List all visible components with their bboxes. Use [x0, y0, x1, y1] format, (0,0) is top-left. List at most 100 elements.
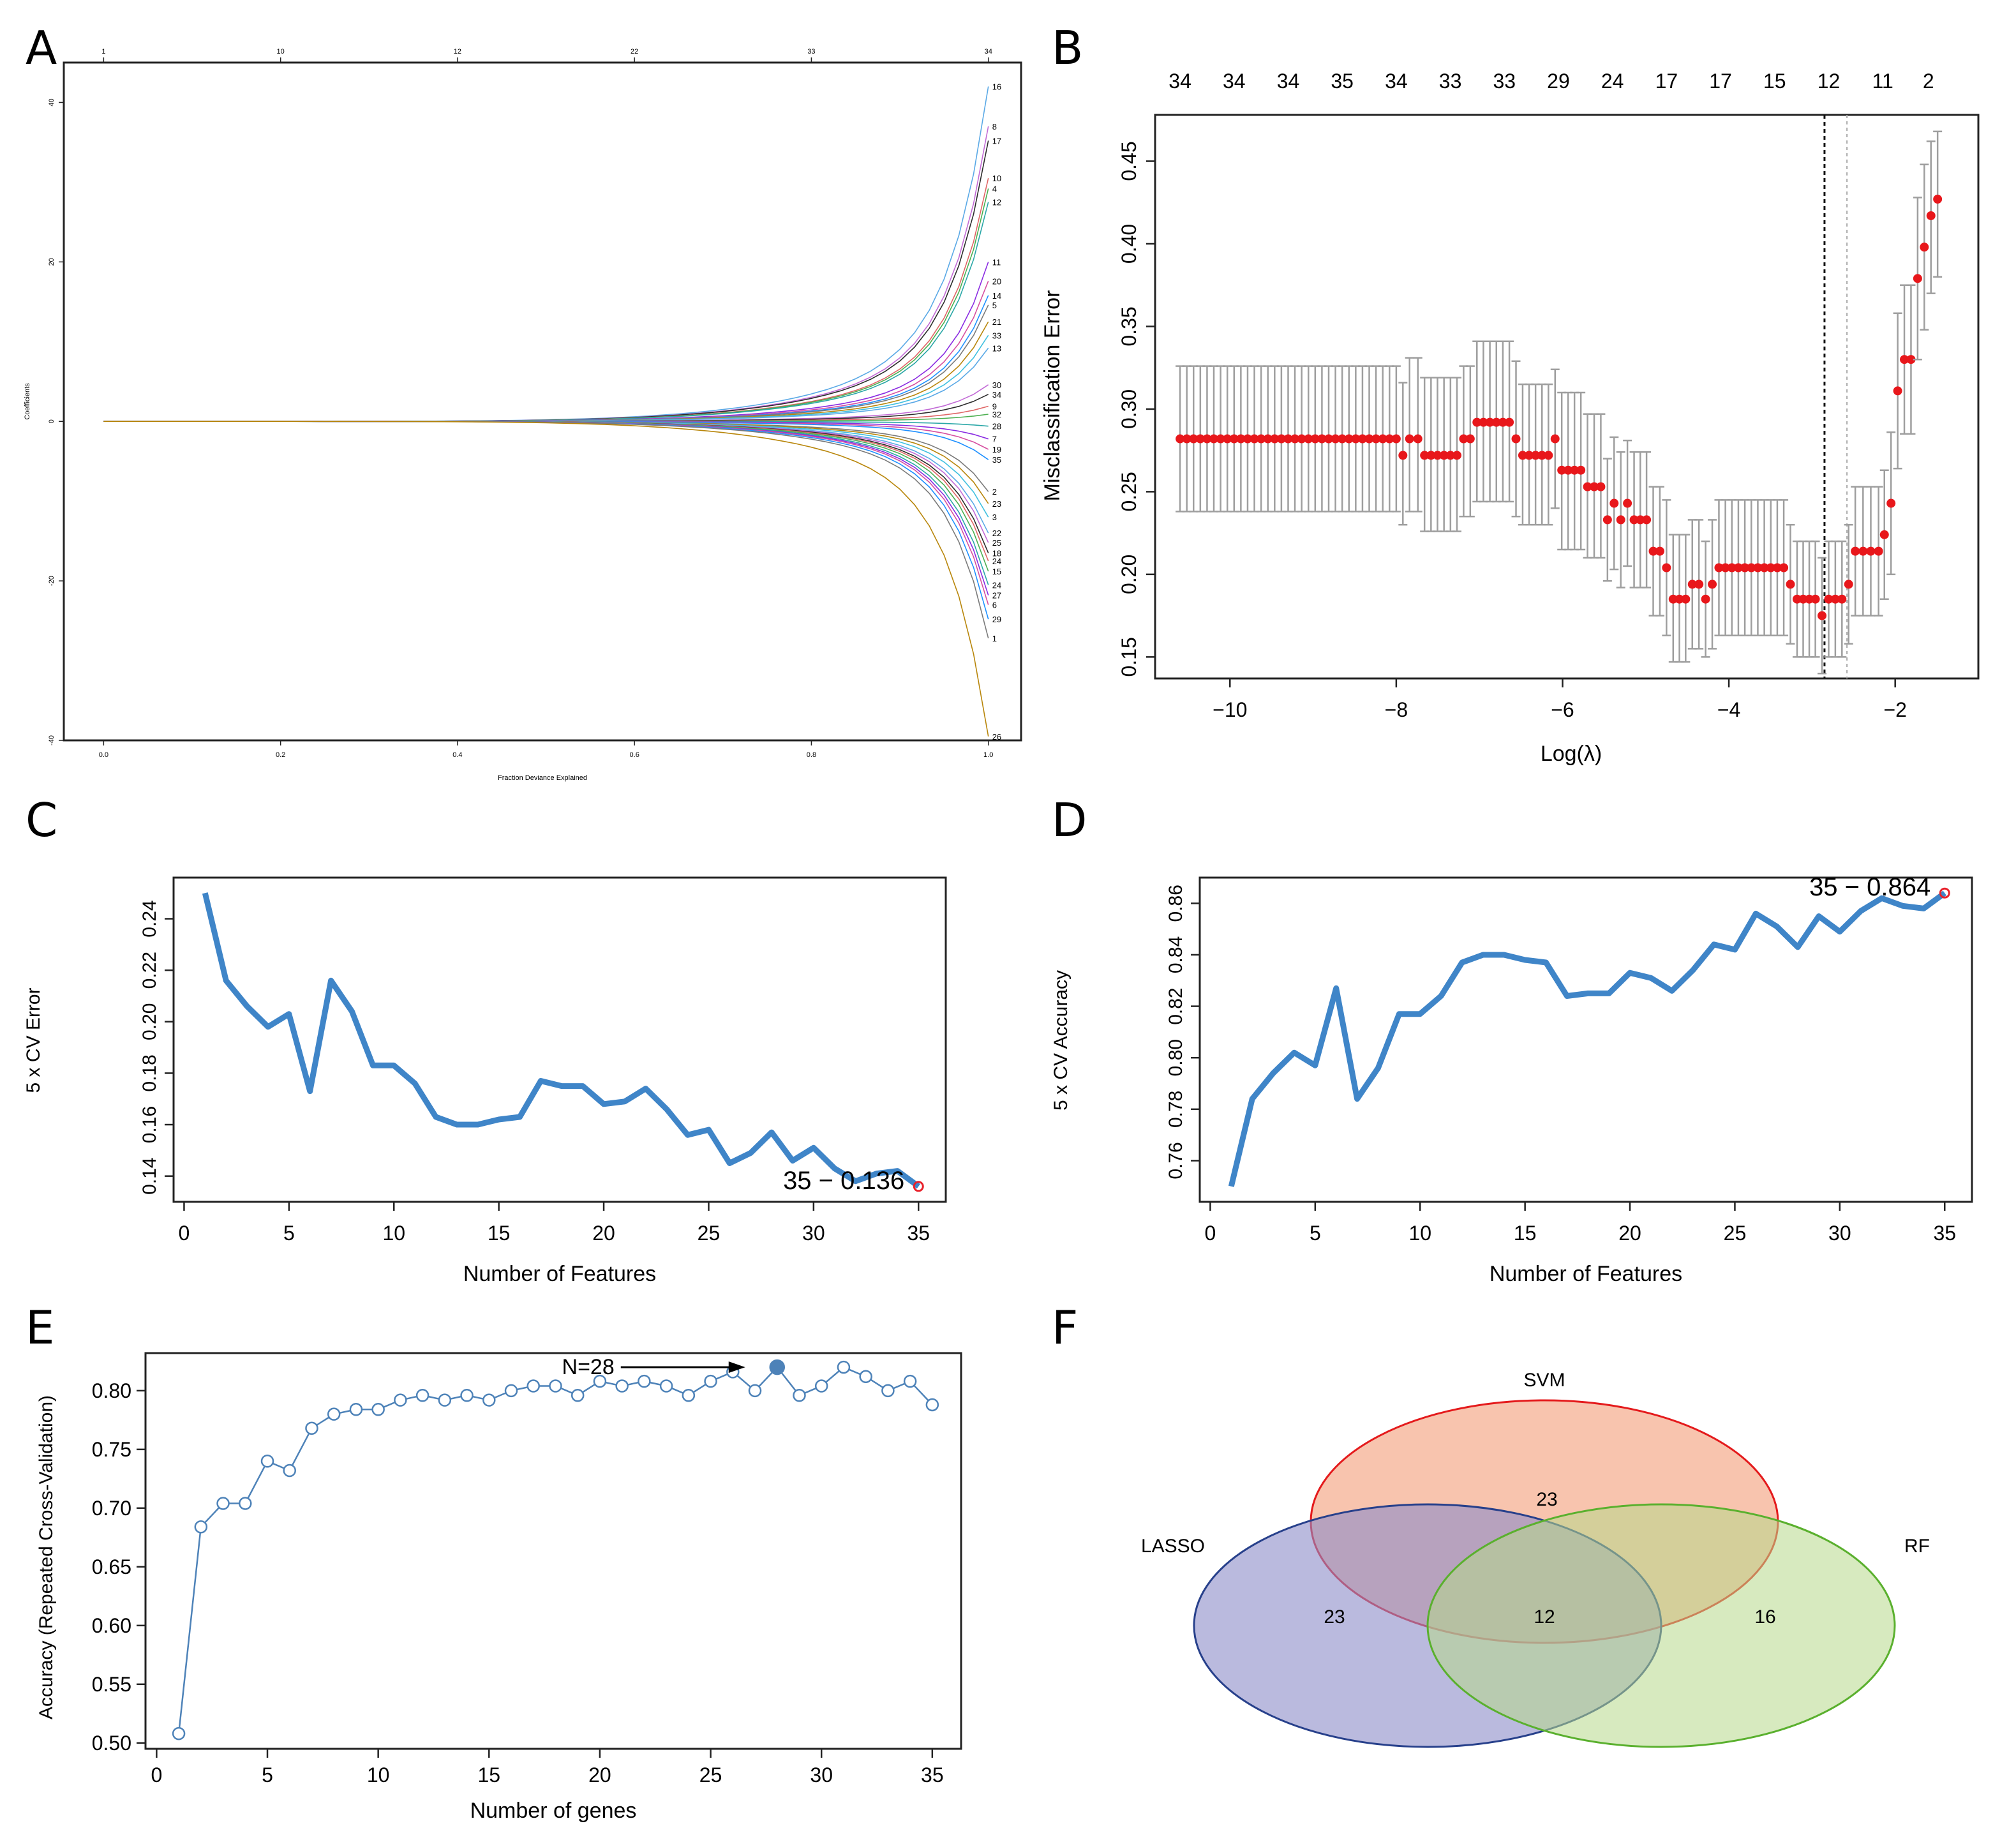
path-end-label: 3 [992, 513, 997, 522]
panel-a-x-label: Fraction Deviance Explained [498, 774, 587, 782]
cv-error-point [1531, 451, 1541, 460]
panel-a: A 16817104121120145213313303493228719352… [24, 21, 1022, 782]
top-count-label: 33 [1493, 70, 1516, 93]
cv-error-point [1398, 451, 1408, 460]
panel-c-cv-error-line: 35 − 0.136 [202, 892, 924, 1195]
data-point [438, 1393, 452, 1407]
path-end-label: 27 [992, 591, 1001, 601]
path-end-label: 13 [992, 343, 1001, 353]
panel-b-letter: B [1052, 21, 1083, 75]
cv-error-point [1229, 434, 1239, 444]
y-tick-label: 0.80 [1165, 1039, 1186, 1076]
panel-b-y-label: Misclassification Error [1040, 290, 1064, 502]
data-point [371, 1403, 385, 1416]
annotation-label: N=28 [562, 1355, 615, 1379]
panel-d-letter: D [1052, 793, 1087, 847]
cv-error-point [1364, 434, 1374, 444]
cv-error-point [1472, 417, 1482, 427]
top-count-label: 34 [1277, 70, 1300, 93]
top-count-label: 34 [1223, 70, 1246, 93]
x-tick-label: 30 [810, 1763, 833, 1786]
cv-error-point [1505, 417, 1514, 427]
top-tick-label: 1 [101, 48, 105, 56]
x-tick-label: −6 [1551, 698, 1574, 721]
path-end-label: 20 [992, 276, 1001, 286]
cv-error-point [1786, 580, 1795, 589]
x-tick-label: 15 [1514, 1222, 1537, 1245]
cv-error-point [1701, 594, 1710, 604]
venn-svm-label: SVM [1523, 1370, 1565, 1391]
path-end-label: 24 [992, 557, 1001, 566]
path-end-label: 22 [992, 528, 1001, 538]
data-point [682, 1388, 696, 1402]
cv-error-point [1708, 580, 1717, 589]
cv-error-point [1933, 195, 1943, 204]
cv-error-point [1926, 211, 1936, 220]
data-point [793, 1388, 806, 1402]
cv-error-point [1733, 563, 1743, 573]
cv-error-point [1596, 482, 1606, 491]
cv-error-point [1445, 451, 1455, 460]
y-tick-label: 0.78 [1165, 1091, 1186, 1128]
data-point [859, 1370, 872, 1384]
cv-error-point [1583, 482, 1592, 491]
cv-error-point [1479, 417, 1488, 427]
y-tick-label: 0.80 [92, 1379, 131, 1402]
data-point [349, 1403, 363, 1416]
x-tick-label: 35 [1933, 1222, 1956, 1245]
venn-count-lasso-only: 23 [1324, 1606, 1345, 1628]
cv-error-point [1357, 434, 1367, 444]
cv-error-point [1766, 563, 1775, 573]
cv-error-point [1874, 546, 1883, 556]
cv-error-point [1609, 498, 1619, 508]
x-tick-label: 35 [907, 1222, 930, 1245]
y-tick-label: 0.60 [92, 1614, 131, 1637]
cv-error-point [1662, 563, 1671, 573]
x-tick-label: 30 [802, 1222, 825, 1245]
cv-error-point [1405, 434, 1414, 444]
cv-error-point [1906, 355, 1916, 364]
cv-error-point [1648, 546, 1658, 556]
panel-f: F SVM LASSO RF 23 23 16 12 [1052, 1301, 1930, 1748]
cv-error-point [1570, 465, 1579, 475]
path-end-label: 23 [992, 499, 1001, 509]
panel-b-axes: −10 −8 −6 −4 −2 0.15 0.20 0.25 0.30 0.35 0.40 0.45 3… [1117, 70, 1934, 721]
cv-error-point [1830, 594, 1840, 604]
y-tick-label: 0.45 [1117, 141, 1140, 181]
y-tick-label: 0.22 [139, 952, 160, 989]
panel-d-y-label: 5 x CV Accuracy [1050, 970, 1071, 1111]
cv-error-point [1511, 434, 1521, 444]
panel-c-x-label: Number of Features [463, 1262, 656, 1286]
cv-error-point [1866, 546, 1876, 556]
path-end-label: 2 [992, 487, 997, 497]
x-tick-label: 5 [283, 1222, 295, 1245]
panel-c-letter: C [26, 793, 57, 847]
cv-error-point [1257, 434, 1266, 444]
path-end-label: 1 [992, 634, 997, 643]
x-tick-label: 20 [588, 1763, 611, 1786]
panel-e-plot-frame [144, 1352, 962, 1750]
cv-error-point [1837, 594, 1847, 604]
path-end-label: 29 [992, 615, 1001, 624]
top-count-label: 35 [1331, 70, 1354, 93]
x-tick-label: 35 [921, 1763, 944, 1786]
y-tick-label: 0.86 [1165, 885, 1186, 922]
cv-error-point [1879, 530, 1889, 539]
cv-error-point [1391, 434, 1401, 444]
y-tick-label: 0.84 [1165, 936, 1186, 973]
path-end-label: 34 [992, 390, 1001, 400]
cv-error-point [1811, 594, 1820, 604]
data-point [216, 1497, 230, 1510]
y-tick-label: 0.76 [1165, 1142, 1186, 1179]
cv-error-point [1753, 563, 1763, 573]
data-point [482, 1393, 496, 1407]
x-tick-label: 0.2 [276, 751, 285, 759]
venn-count-svm-only: 23 [1536, 1489, 1557, 1510]
annotation-arrow-head [728, 1361, 745, 1374]
top-count-label: 29 [1547, 70, 1570, 93]
panel-c-y-label: 5 x CV Error [23, 987, 44, 1093]
x-tick-label: −10 [1213, 698, 1247, 721]
cv-error-point [1310, 434, 1320, 444]
x-tick-label: 25 [699, 1763, 722, 1786]
cv-error-point [1629, 515, 1639, 525]
